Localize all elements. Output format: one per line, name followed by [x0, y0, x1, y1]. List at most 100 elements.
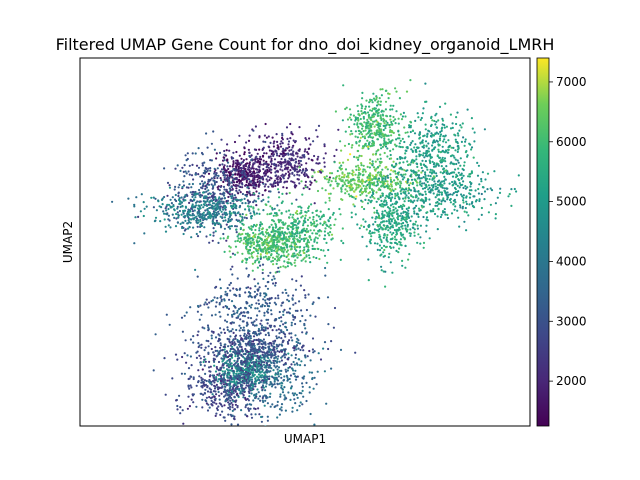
- scatter-point: [218, 201, 221, 204]
- scatter-point: [221, 163, 224, 166]
- scatter-point: [236, 191, 239, 194]
- scatter-point: [325, 175, 328, 178]
- scatter-point: [229, 256, 232, 259]
- scatter-point: [325, 223, 328, 226]
- scatter-point: [249, 240, 252, 243]
- scatter-point: [428, 237, 431, 240]
- scatter-point: [425, 218, 428, 221]
- scatter-point: [455, 183, 458, 186]
- scatter-point: [294, 288, 297, 291]
- scatter-point: [457, 171, 460, 174]
- scatter-point: [196, 235, 200, 238]
- scatter-point: [230, 175, 233, 178]
- scatter-point: [473, 140, 476, 143]
- scatter-point: [235, 207, 238, 210]
- scatter-point: [246, 310, 249, 314]
- scatter-point: [167, 214, 170, 217]
- scatter-point: [215, 211, 218, 214]
- scatter-point: [229, 195, 232, 198]
- scatter-point: [256, 252, 260, 255]
- scatter-point: [300, 238, 303, 241]
- scatter-point: [294, 254, 297, 257]
- scatter-point: [277, 245, 280, 248]
- scatter-point: [252, 241, 256, 244]
- scatter-point: [176, 207, 179, 210]
- scatter-point: [384, 209, 387, 212]
- scatter-point: [412, 207, 415, 210]
- scatter-point: [420, 198, 423, 201]
- scatter-point: [401, 146, 404, 149]
- scatter-point: [177, 198, 181, 202]
- scatter-point: [260, 158, 263, 161]
- scatter-point: [247, 182, 251, 185]
- scatter-point: [361, 170, 364, 173]
- scatter-point: [243, 334, 246, 337]
- scatter-point: [400, 222, 403, 225]
- scatter-point: [279, 255, 283, 258]
- scatter-point: [419, 236, 422, 239]
- scatter-point: [196, 192, 199, 195]
- scatter-point: [315, 214, 318, 217]
- scatter-point: [305, 162, 308, 165]
- scatter-point: [224, 319, 227, 322]
- scatter-point: [262, 298, 265, 301]
- scatter-point: [432, 147, 436, 151]
- scatter-point: [362, 184, 365, 187]
- scatter-point: [398, 197, 401, 200]
- scatter-point: [269, 160, 272, 163]
- scatter-point: [263, 134, 266, 137]
- scatter-point: [423, 182, 426, 185]
- scatter-point: [291, 232, 294, 235]
- scatter-point: [269, 155, 272, 158]
- scatter-point: [166, 181, 170, 184]
- scatter-point: [239, 191, 242, 194]
- scatter-point: [164, 225, 167, 228]
- scatter-point: [370, 181, 373, 184]
- scatter-point: [244, 165, 248, 168]
- scatter-point: [381, 194, 384, 197]
- scatter-point: [253, 223, 256, 227]
- scatter-point: [273, 167, 276, 170]
- scatter-point: [288, 216, 291, 219]
- scatter-point: [349, 153, 352, 156]
- scatter-point: [361, 97, 364, 100]
- scatter-point: [252, 371, 255, 374]
- scatter-point: [304, 184, 307, 187]
- scatter-point: [438, 137, 441, 140]
- scatter-point: [244, 184, 247, 187]
- scatter-point: [293, 247, 297, 251]
- scatter-point: [261, 268, 264, 271]
- scatter-point: [396, 157, 399, 161]
- scatter-point: [424, 193, 427, 196]
- scatter-point: [345, 106, 348, 109]
- scatter-point: [405, 188, 408, 191]
- scatter-point: [282, 265, 285, 268]
- scatter-point: [391, 214, 394, 218]
- scatter-point: [240, 312, 243, 315]
- scatter-point: [364, 190, 367, 193]
- scatter-point: [205, 186, 209, 189]
- scatter-point: [300, 259, 303, 262]
- scatter-point: [450, 146, 453, 149]
- scatter-point: [381, 88, 384, 91]
- scatter-point: [230, 206, 233, 209]
- scatter-point: [252, 206, 255, 209]
- scatter-point: [140, 193, 143, 196]
- scatter-point: [359, 180, 362, 183]
- scatter-point: [262, 256, 265, 259]
- scatter-point: [413, 212, 416, 215]
- scatter-point: [213, 172, 216, 175]
- scatter-point: [171, 196, 174, 199]
- scatter-point: [316, 158, 319, 161]
- scatter-point: [232, 287, 235, 290]
- scatter-point: [399, 238, 402, 241]
- scatter-point: [397, 117, 400, 120]
- scatter-point: [365, 125, 368, 128]
- scatter-point: [218, 151, 222, 154]
- scatter-point: [370, 194, 374, 197]
- scatter-point: [227, 219, 230, 222]
- scatter-point: [344, 188, 347, 191]
- scatter-point: [277, 232, 280, 235]
- scatter-point: [224, 290, 227, 293]
- scatter-point: [287, 253, 290, 256]
